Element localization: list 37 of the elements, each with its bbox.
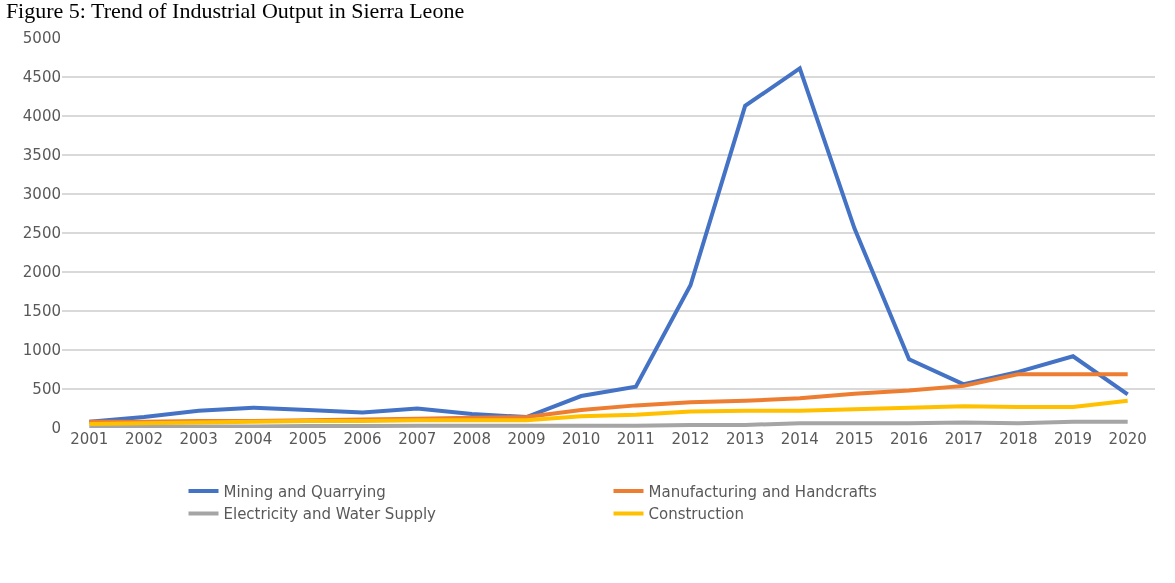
line-series — [87, 398, 1130, 427]
y-tick-label: 3500 — [22, 146, 61, 165]
x-tick-label: 2012 — [671, 430, 710, 448]
legend-label: Manufacturing and Handcrafts — [648, 482, 877, 501]
legend-label: Mining and Quarrying — [223, 482, 386, 501]
x-tick-label: 2009 — [507, 430, 546, 448]
x-tick-label: 2015 — [835, 430, 874, 448]
legend-label: Electricity and Water Supply — [223, 505, 437, 524]
y-tick-label: 3000 — [22, 185, 61, 204]
legend-label: Construction — [648, 505, 745, 524]
x-tick-label: 2016 — [889, 430, 929, 448]
x-tick-label: 2019 — [1053, 430, 1093, 448]
y-tick-label: 2000 — [22, 263, 61, 282]
x-tick-label: 2005 — [288, 430, 328, 448]
x-tick-label: 2020 — [1108, 430, 1147, 448]
y-tick-label: 1500 — [22, 302, 61, 321]
y-tick-label: 500 — [32, 380, 61, 399]
x-tick-label: 2011 — [616, 430, 655, 448]
y-tick-label: 4500 — [22, 68, 61, 87]
x-tick-label: 2004 — [234, 430, 273, 448]
y-tick-label: 5000 — [22, 29, 61, 48]
x-tick-label: 2003 — [179, 430, 218, 448]
x-tick-label: 2014 — [780, 430, 819, 448]
x-tick-label: 2002 — [124, 430, 164, 448]
x-tick-label: 2018 — [999, 430, 1038, 448]
x-tick-label: 2017 — [944, 430, 983, 448]
x-tick-label: 2010 — [562, 430, 601, 448]
chart-title: Figure 5: Trend of Industrial Output in Sierra Leone — [5, 0, 465, 24]
x-tick-label: 2008 — [452, 430, 491, 448]
y-tick-label: 2500 — [22, 224, 61, 243]
x-tick-label: 2013 — [726, 430, 765, 448]
x-tick-label: 2006 — [343, 430, 382, 448]
y-tick-label: 4000 — [22, 107, 61, 126]
y-tick-label: 0 — [51, 419, 61, 438]
x-tick-label: 2001 — [70, 430, 109, 448]
x-tick-label: 2007 — [398, 430, 437, 448]
y-tick-label: 1000 — [22, 341, 61, 360]
